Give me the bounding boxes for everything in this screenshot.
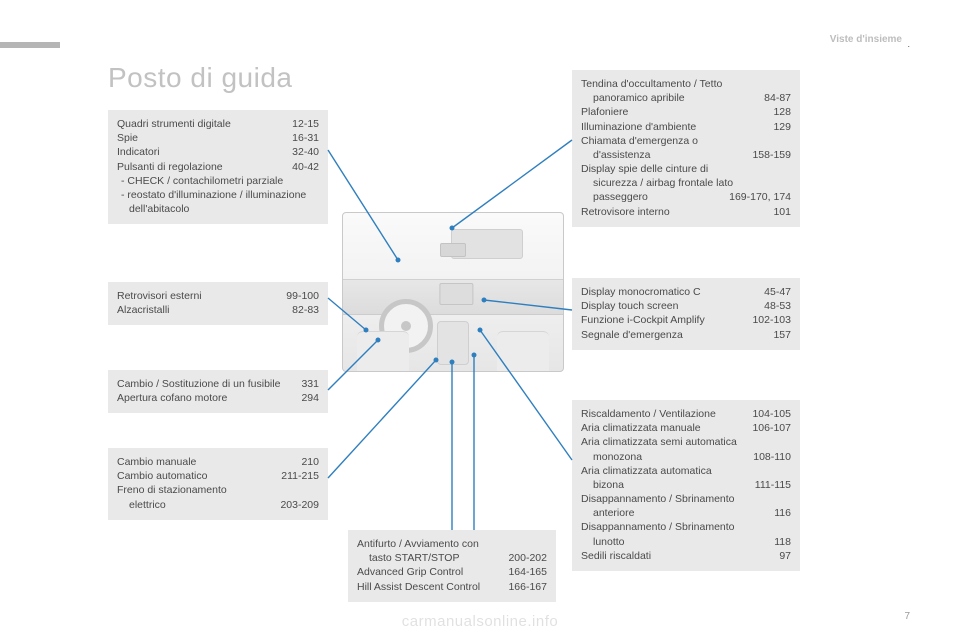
dashboard-illustration [342, 212, 564, 372]
callout-box-mirrors: Retrovisori esterni99-100Alzacristalli82… [108, 282, 328, 325]
callout-box-fuse: Cambio / Sostituzione di un fusibile331A… [108, 370, 328, 413]
callout-box-gearbox: Cambio manuale210Cambio automatico211-21… [108, 448, 328, 520]
callout-box-display: Display monocromatico C45-47Display touc… [572, 278, 800, 350]
header-section-label: Viste d'insieme [830, 34, 902, 45]
callout-box-start: Antifurto / Avviamento contasto START/ST… [348, 530, 556, 602]
page-number: 7 [904, 611, 910, 622]
callout-box-instruments: Quadri strumenti digitale12-15Spie16-31I… [108, 110, 328, 224]
callout-box-roof: Tendina d'occultamento / Tettopanoramico… [572, 70, 800, 227]
header-edge-bar [0, 42, 60, 48]
callout-box-climate: Riscaldamento / Ventilazione104-105Aria … [572, 400, 800, 571]
page-title: Posto di guida [108, 62, 292, 94]
header-dot: . [907, 39, 910, 49]
watermark: carmanualsonline.info [402, 613, 558, 630]
